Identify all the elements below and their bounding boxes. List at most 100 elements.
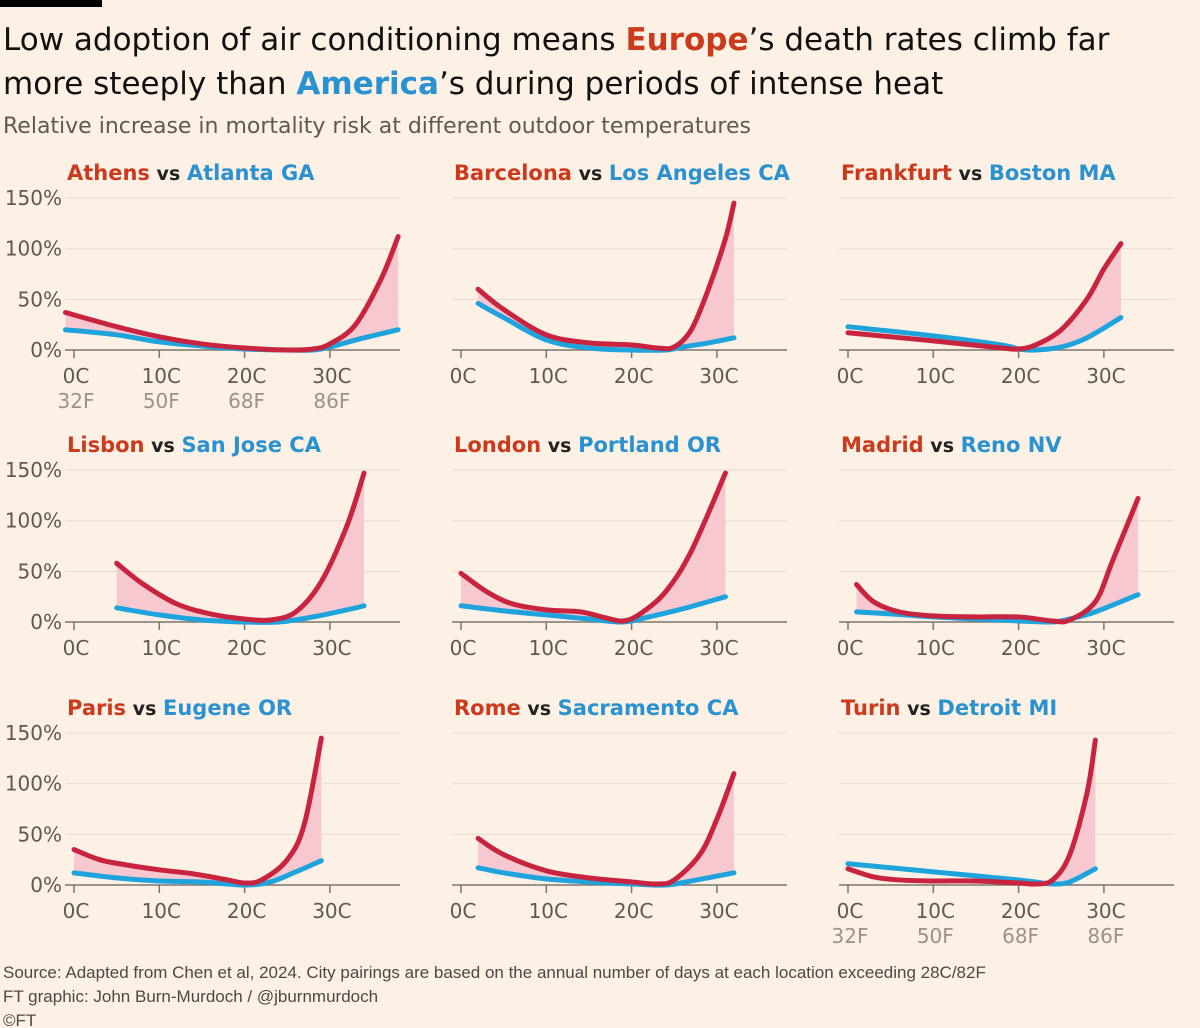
- america-line: [475, 300, 737, 353]
- panel-title: Barcelona vs Los Angeles CA: [454, 161, 791, 185]
- x-tick-label-fahrenheit: 32F: [832, 924, 869, 948]
- x-tick-label: 30C: [312, 899, 351, 923]
- x-tick-label: 0C: [63, 636, 90, 660]
- america-city-label: San Jose CA: [181, 433, 321, 457]
- panel-title: Madrid vs Reno NV: [841, 433, 1062, 457]
- y-tick-label: 0%: [30, 873, 62, 897]
- chart-subtitle: Relative increase in mortality risk at d…: [3, 114, 751, 139]
- vs-label: vs: [145, 435, 182, 457]
- y-tick-label: 150%: [5, 458, 62, 482]
- america-city-label: Reno NV: [961, 433, 1063, 457]
- x-tick-label: 20C: [614, 636, 653, 660]
- vs-label: vs: [521, 698, 558, 720]
- europe-line: [114, 470, 367, 623]
- america-city-label: Detroit MI: [937, 696, 1057, 720]
- vs-label: vs: [924, 435, 961, 457]
- chart-footer: Source: Adapted from Chen et al, 2024. C…: [3, 961, 986, 1028]
- credit-note: FT graphic: John Burn-Murdoch / @jburnmu…: [3, 987, 379, 1006]
- america-city-label: Eugene OR: [163, 696, 292, 720]
- vs-label: vs: [900, 698, 937, 720]
- x-tick-label: 10C: [529, 899, 568, 923]
- x-tick-label: 0C: [837, 636, 864, 660]
- x-tick-label-fahrenheit: 86F: [313, 389, 350, 413]
- x-tick-label: 30C: [312, 636, 351, 660]
- europe-city-label: Athens: [67, 161, 150, 185]
- x-tick-label: 10C: [529, 364, 568, 388]
- america-city-label: Portland OR: [578, 433, 721, 457]
- x-tick-label: 0C: [450, 636, 477, 660]
- europe-line: [458, 470, 728, 624]
- panel-london: London vs Portland OR 0C 10C 20C 30C: [450, 433, 787, 660]
- america-city-label: Boston MA: [989, 161, 1117, 185]
- x-tick-label: 20C: [227, 899, 266, 923]
- x-tick-label: 0C: [837, 364, 864, 388]
- x-tick-label: 10C: [142, 899, 181, 923]
- panel-madrid: Madrid vs Reno NV 0C 10C 20C 30C: [837, 433, 1174, 660]
- y-tick-label: 150%: [5, 721, 62, 745]
- vs-label: vs: [952, 163, 989, 185]
- y-tick-label: 100%: [5, 509, 62, 533]
- x-tick-label: 10C: [529, 636, 568, 660]
- vs-label: vs: [150, 163, 187, 185]
- x-tick-label-fahrenheit: 68F: [228, 389, 265, 413]
- ft-brand-bar: [0, 0, 102, 7]
- x-tick-label: 20C: [1001, 636, 1040, 660]
- x-tick-label: 20C: [1001, 364, 1040, 388]
- europe-city-label: Rome: [454, 696, 521, 720]
- x-tick-label: 20C: [614, 899, 653, 923]
- x-tick-label-fahrenheit: 86F: [1087, 924, 1124, 948]
- y-tick-label: 50%: [18, 287, 62, 311]
- x-tick-label-fahrenheit: 50F: [917, 924, 954, 948]
- panel-frankfurt: Frankfurt vs Boston MA 0C 10C 20C 30C: [837, 161, 1174, 388]
- x-tick-label-fahrenheit: 68F: [1002, 924, 1039, 948]
- x-tick-label: 30C: [699, 364, 738, 388]
- x-tick-label: 0C: [837, 899, 864, 923]
- x-tick-label: 20C: [227, 364, 266, 388]
- x-tick-label: 30C: [312, 364, 351, 388]
- europe-city-label: Lisbon: [67, 433, 145, 457]
- panel-lisbon: Lisbon vs San Jose CA 0% 50% 100% 150% 0C 10C 2…: [5, 433, 400, 660]
- y-tick-label: 0%: [30, 338, 62, 362]
- europe-line: [475, 771, 737, 887]
- x-tick-label: 20C: [1001, 899, 1040, 923]
- panel-title: Paris vs Eugene OR: [67, 696, 292, 720]
- panel-title: Lisbon vs San Jose CA: [67, 433, 322, 457]
- panel-title: Frankfurt vs Boston MA: [841, 161, 1116, 185]
- x-tick-label: 10C: [916, 899, 955, 923]
- x-tick-label: 30C: [1086, 636, 1125, 660]
- y-tick-label: 0%: [30, 610, 62, 634]
- europe-city-label: London: [454, 433, 541, 457]
- title-text: ’s death rates climb far more steeply th…: [3, 22, 1110, 102]
- europe-line: [845, 241, 1124, 352]
- panel-title: Rome vs Sacramento CA: [454, 696, 739, 720]
- panel-title: Athens vs Atlanta GA: [67, 161, 315, 185]
- x-tick-label: 0C: [450, 364, 477, 388]
- gap-area: [848, 243, 1121, 350]
- x-tick-label: 0C: [450, 899, 477, 923]
- x-tick-label: 20C: [227, 636, 266, 660]
- vs-label: vs: [126, 698, 163, 720]
- america-line: [475, 865, 737, 888]
- europe-line: [845, 737, 1098, 887]
- x-tick-label: 0C: [63, 899, 90, 923]
- y-tick-label: 50%: [18, 822, 62, 846]
- europe-city-label: Turin: [841, 696, 900, 720]
- america-city-label: Los Angeles CA: [609, 161, 791, 185]
- x-tick-label: 20C: [614, 364, 653, 388]
- x-tick-label: 10C: [916, 364, 955, 388]
- y-tick-label: 150%: [5, 186, 62, 210]
- europe-city-label: Frankfurt: [841, 161, 952, 185]
- panel-rome: Rome vs Sacramento CA 0C 10C 20C 30C: [450, 696, 787, 923]
- panel-title: Turin vs Detroit MI: [841, 696, 1057, 720]
- title-text: Low adoption of air conditioning means: [3, 22, 626, 58]
- gap-area: [848, 740, 1096, 884]
- gap-area: [478, 773, 734, 885]
- x-tick-label-fahrenheit: 50F: [143, 389, 180, 413]
- america-city-label: Sacramento CA: [558, 696, 740, 720]
- america-city-label: Atlanta GA: [187, 161, 315, 185]
- america-line: [71, 858, 324, 888]
- europe-line: [475, 200, 737, 352]
- chart-title: Low adoption of air conditioning means E…: [3, 18, 1193, 106]
- europe-city-label: Paris: [67, 696, 126, 720]
